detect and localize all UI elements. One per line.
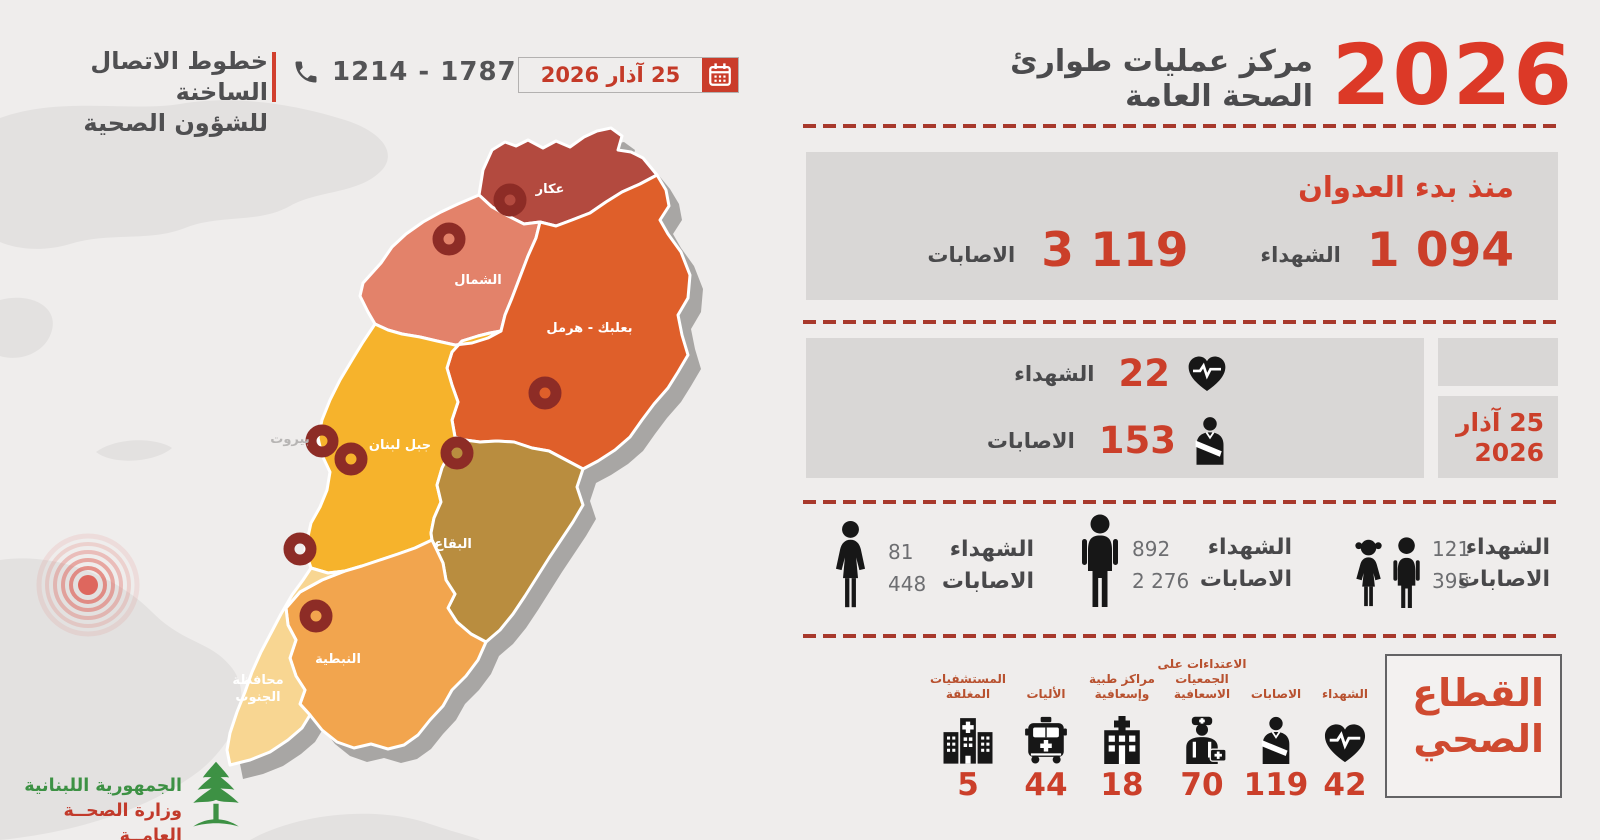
health-item-closed-hospitals: المستشفيات المغلقة 5 (913, 656, 1023, 803)
health-item-vehicles: الأليات 44 (991, 656, 1101, 803)
daily-martyrs-row: 22 الشهداء (1014, 352, 1228, 395)
region-south (225, 566, 347, 767)
ministry-text-line2: وزارة الصحــة العامــة (63, 801, 182, 840)
divider (272, 52, 276, 102)
map-label-north: الشمال (454, 273, 502, 288)
injuries-total-label: الاصابات (927, 243, 1016, 267)
hotline-title: خطوط الاتصال الساخنة للشؤون الصحية (34, 46, 268, 139)
map-label-south: محافظة الجنوب (232, 673, 284, 705)
dashed-separator (803, 124, 1560, 128)
health-sector-title-box: القطاع الصحي (1385, 654, 1562, 798)
men-martyrs-value: 892 (1132, 537, 1171, 561)
world-map-background (0, 100, 480, 840)
page-title-line1: مركز عمليات طوارئ (1010, 44, 1313, 79)
martyrs-total-value: 1 094 (1366, 223, 1514, 278)
daily-date-line2: 2026 (1474, 438, 1544, 467)
dashed-separator (803, 500, 1560, 504)
map-label-baalbek-hermel: بعلبك - هرمل (546, 321, 633, 336)
page-title: مركز عمليات طوارئ الصحة العامة (1000, 44, 1313, 114)
women-injuries-label: الاصابات (941, 569, 1034, 594)
health-item-attacks-on-ems: الاعتداءات على الجمعيات الاسعافية 70 (1147, 656, 1257, 803)
daily-panel: 22 الشهداء 153 الاصابات (806, 338, 1424, 478)
daily-martyrs-label: الشهداء (1014, 361, 1095, 386)
map-label-nabatieh: النبطية (315, 652, 361, 667)
health-item-martyrs: الشهداء 42 (1290, 656, 1400, 803)
health-sector-title-line1: القطاع (1412, 671, 1544, 715)
dashed-separator (803, 320, 1560, 324)
children-injuries-value: 395 (1432, 569, 1471, 593)
map-label-beirut: بيروت (270, 432, 310, 447)
hotline-line1: خطوط الاتصال الساخنة (90, 47, 268, 106)
calendar-icon (702, 58, 738, 92)
children-martyrs-value: 121 (1432, 537, 1471, 561)
woman-icon (828, 520, 873, 610)
health-item-injuries: الاصابات 119 (1221, 656, 1331, 803)
phone-icon (292, 58, 320, 86)
page-title-line2: الصحة العامة (1125, 79, 1313, 114)
health-item-medical-centers: مراكز طبية وإسعافية 18 (1067, 656, 1177, 803)
year-heading: 2026 (1332, 26, 1574, 124)
daily-martyrs-value: 22 (1118, 352, 1171, 395)
daily-injuries-row: 153 الاصابات (987, 416, 1228, 465)
date-badge-text: 25 آذار 2026 (540, 63, 681, 87)
dashed-separator (803, 634, 1560, 638)
date-badge: 25 آذار 2026 (518, 57, 739, 93)
health-sector-title-line2: الصحي (1413, 717, 1544, 761)
map-label-akkar: عكار (535, 182, 565, 197)
closed-hospital-icon (913, 702, 1023, 764)
sidebar-spacer-panel (1438, 338, 1558, 386)
injured-person-icon (1192, 416, 1228, 465)
map-label-mount-lebanon: جبل لبنان (368, 438, 432, 453)
map-label-bekaa: البقاع (434, 537, 472, 552)
region-bekaa (429, 435, 585, 644)
since-start-panel: منذ بدء العدوان 1 094 الشهداء 3 119 الاص… (806, 152, 1558, 300)
children-icon (1350, 532, 1428, 610)
women-martyrs-value: 81 (888, 540, 914, 564)
injuries-total-value: 3 119 (1041, 223, 1189, 278)
men-injuries-label: الاصابات (1199, 567, 1292, 592)
strike-markers (283, 183, 562, 633)
hotline-numbers: 1214 - 1787 (332, 57, 517, 87)
heart-pulse-icon (1186, 354, 1228, 393)
daily-date-line1: 25 آذار (1456, 408, 1544, 437)
ministry-text-line1: الجمهورية اللبنانية (24, 776, 182, 796)
men-martyrs-label: الشهداء (1207, 535, 1292, 560)
cedar-logo-icon (188, 758, 244, 832)
martyrs-total-label: الشهداء (1260, 243, 1341, 267)
epicenter-rings-icon (36, 533, 140, 637)
daily-date-panel: 25 آذار 2026 (1438, 396, 1558, 478)
since-start-title: منذ بدء العدوان (1298, 170, 1514, 204)
ministry-logo-text: الجمهورية اللبنانية وزارة الصحــة العامـ… (20, 774, 182, 840)
children-injuries-label: الاصابات (1457, 567, 1550, 592)
man-icon (1078, 514, 1122, 610)
daily-injuries-label: الاصابات (986, 428, 1075, 453)
children-martyrs-label: الشهداء (1465, 535, 1550, 560)
women-martyrs-label: الشهداء (949, 537, 1034, 562)
women-injuries-value: 448 (888, 572, 927, 596)
men-injuries-value: 2 276 (1132, 569, 1190, 593)
hotline-line2: للشؤون الصحية (83, 109, 268, 137)
daily-injuries-value: 153 (1098, 419, 1176, 462)
since-start-stats: 1 094 الشهداء 3 119 الاصابات (927, 226, 1514, 276)
